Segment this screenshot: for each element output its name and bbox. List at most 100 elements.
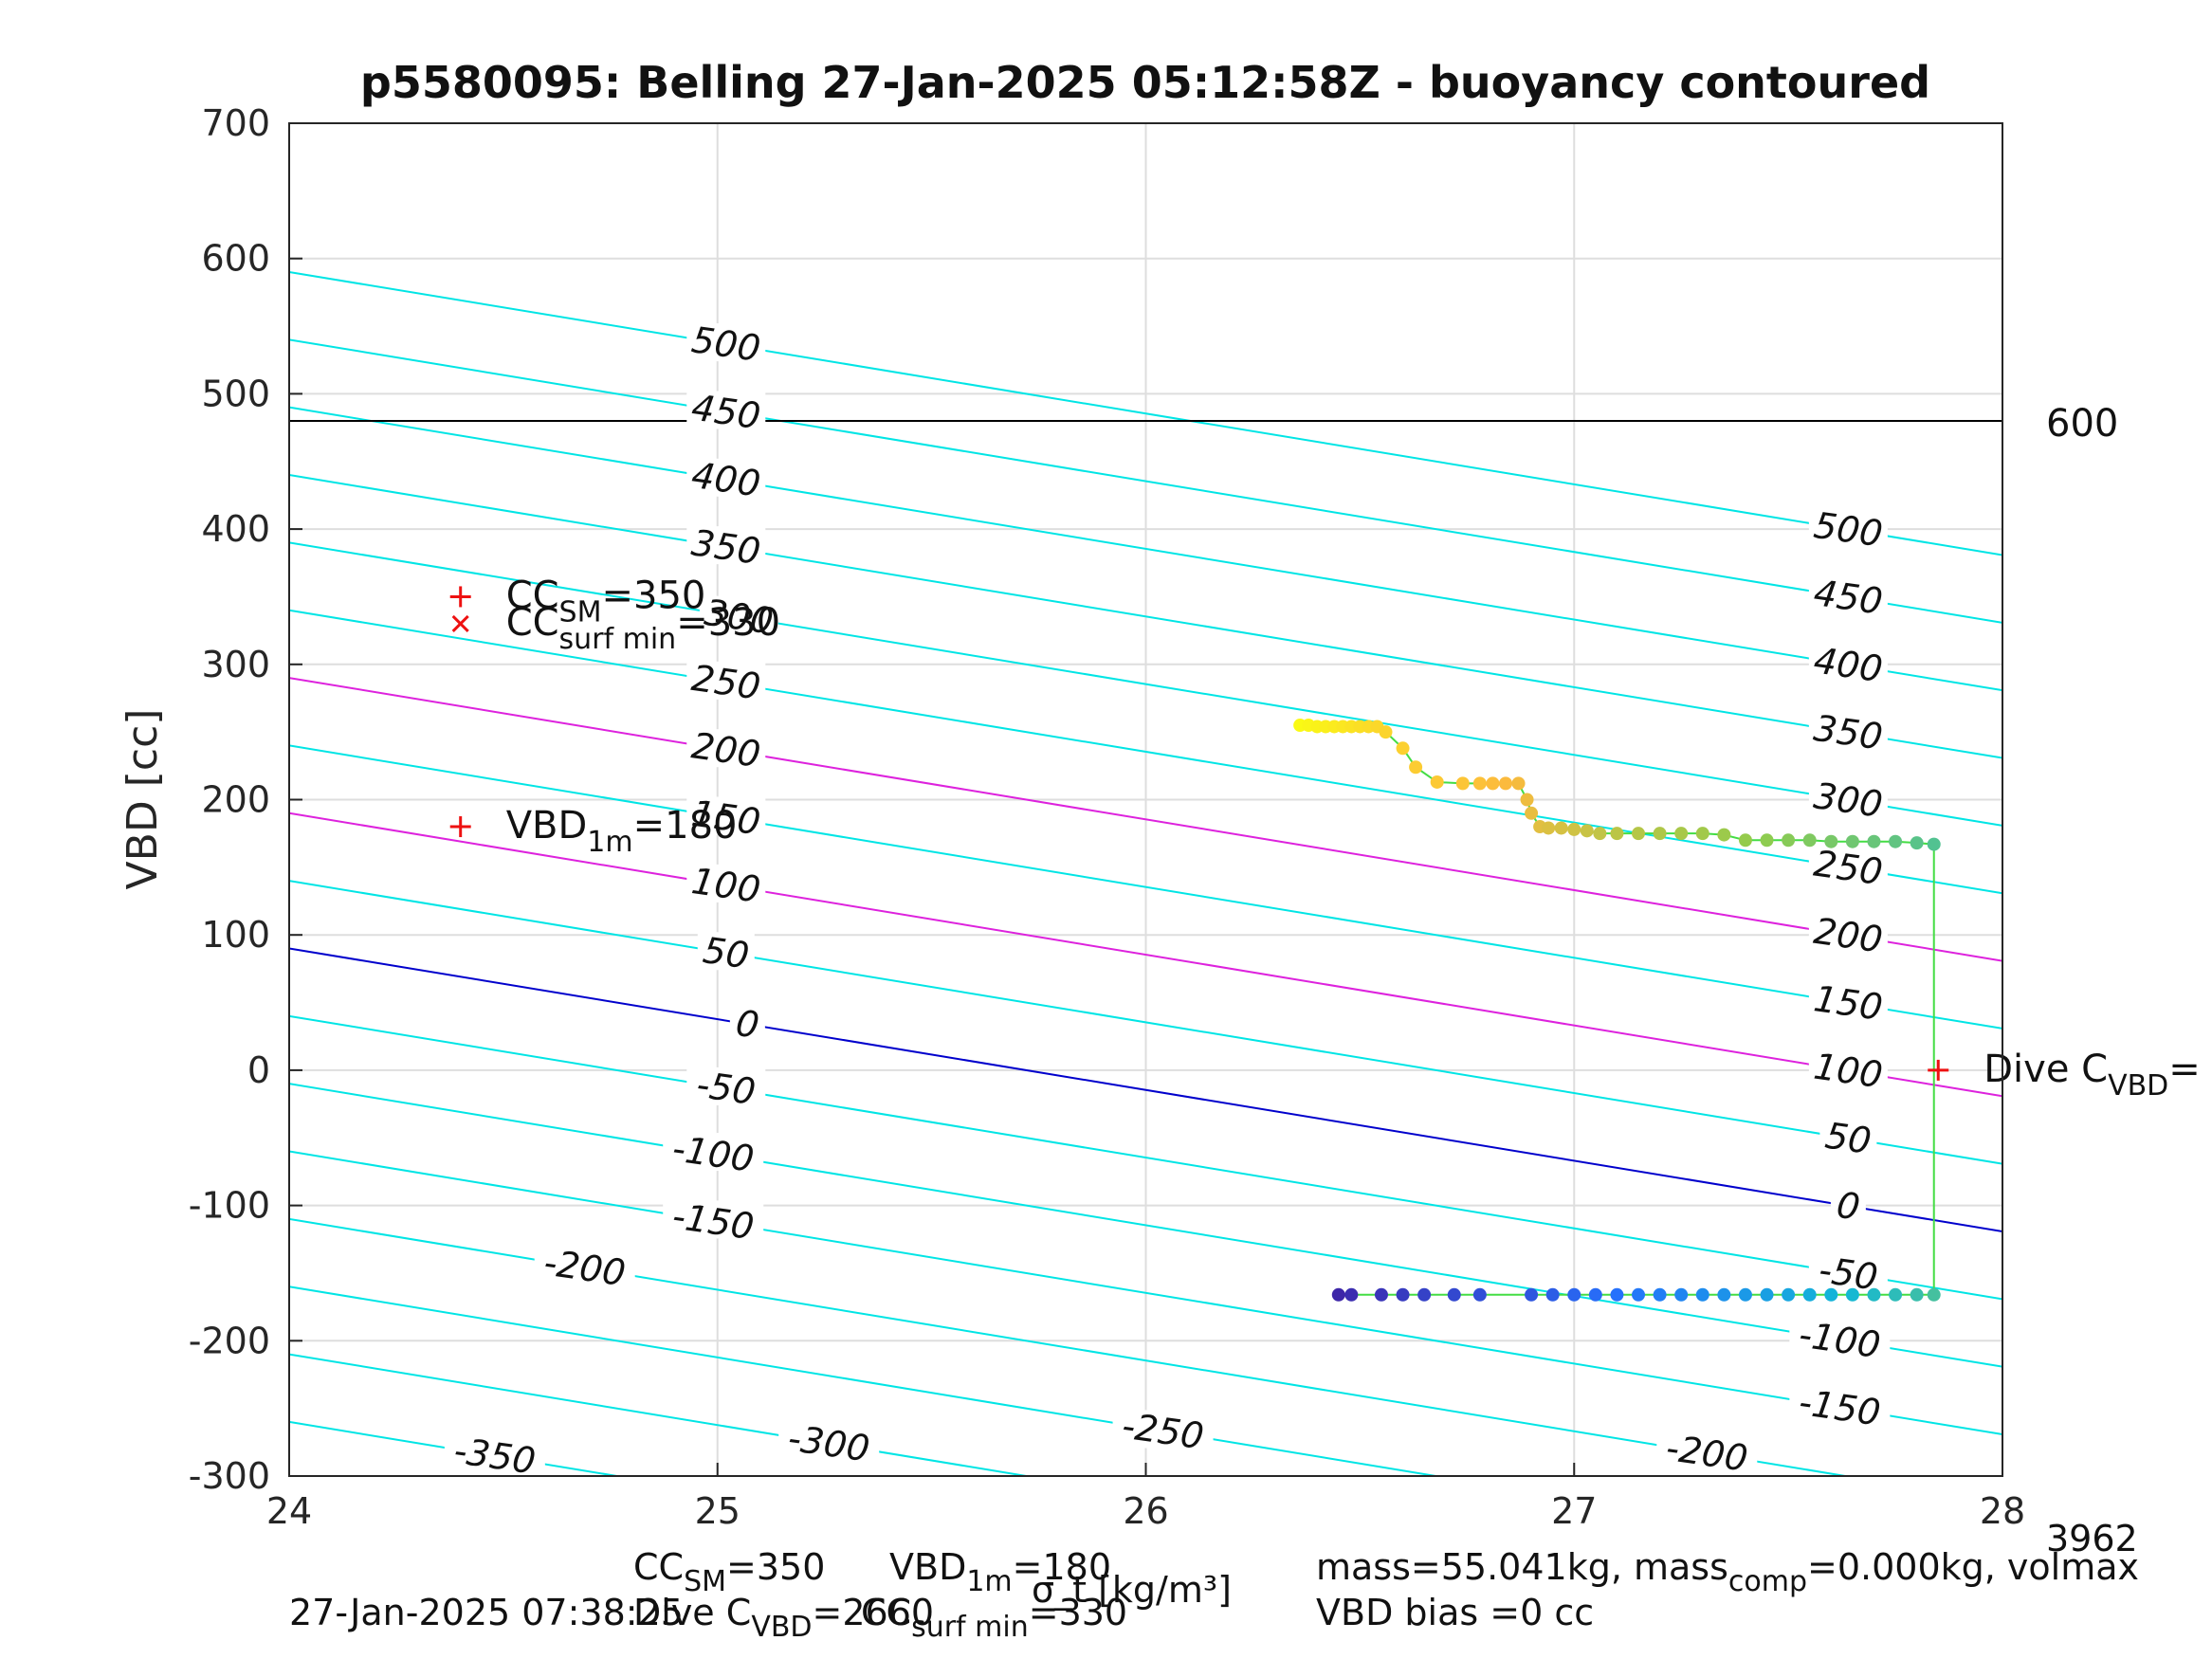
footer-mass: mass=55.041kg, masscomp=0.000kg, volmax	[1316, 1546, 2139, 1598]
marker-label: VBD1m=180	[506, 804, 738, 859]
climb-point	[1472, 776, 1487, 791]
y-tick-label: 700	[201, 102, 270, 144]
volmax-label: 600	[2046, 402, 2118, 446]
dive-point	[1695, 1287, 1709, 1302]
contour-label: 400	[1811, 639, 1885, 690]
dive-point	[1331, 1287, 1345, 1302]
contour-label-bg	[663, 1200, 764, 1239]
contour-label-bg	[1808, 1049, 1888, 1088]
marker-x-b	[451, 614, 469, 633]
contour-line	[289, 677, 2002, 962]
contour-label-bg	[1830, 1185, 1866, 1224]
dive-point	[1738, 1287, 1752, 1302]
climb-point	[1455, 776, 1470, 791]
contour-label-bg	[686, 391, 766, 429]
contour-label: 50	[701, 929, 752, 976]
dive-point	[1760, 1287, 1774, 1302]
contour-label: 450	[1811, 572, 1885, 623]
contour-label-bg	[778, 1422, 880, 1461]
contour-label-bg	[686, 458, 766, 497]
x-tick-label: 25	[695, 1490, 740, 1532]
climb-point	[1653, 827, 1667, 841]
x-tick-label: 27	[1551, 1490, 1597, 1532]
contour-label-bg	[1808, 711, 1888, 750]
climb-point	[1867, 834, 1881, 848]
marker-label: CCsurf min=330	[506, 601, 780, 656]
dive-point	[1889, 1287, 1903, 1302]
climb-point	[1567, 822, 1581, 836]
contour-label: 200	[1811, 910, 1885, 961]
footer-cc-surf: CCsurf min=330	[861, 1592, 1127, 1644]
climb-point	[1824, 834, 1838, 848]
contour-label: 250	[1811, 843, 1885, 894]
dive-point	[1588, 1287, 1602, 1302]
climb-point	[1379, 725, 1393, 739]
climb-point	[1695, 827, 1709, 841]
contour-line	[289, 1150, 2002, 1436]
contour-label-bg	[1808, 508, 1888, 547]
climb-point	[1486, 776, 1500, 791]
contour-label: 450	[689, 387, 763, 438]
y-tick-label: 100	[201, 914, 270, 956]
contour-label-bg	[1808, 982, 1888, 1021]
dive-point	[1927, 1287, 1941, 1302]
contour-line	[289, 1014, 2002, 1301]
contour-line	[289, 406, 2002, 692]
contour-line	[289, 811, 2002, 1098]
dive-profile	[1293, 719, 1941, 1302]
contour-label: 200	[689, 724, 763, 775]
x-tick-label: 28	[1980, 1490, 2025, 1532]
contour-label-bg	[729, 1003, 765, 1042]
contour-line	[289, 338, 2002, 624]
y-tick-label: -200	[189, 1320, 270, 1361]
contour-label-bg	[697, 932, 755, 971]
dive-point	[1653, 1287, 1667, 1302]
contour-line	[289, 541, 2002, 827]
climb-point	[1511, 776, 1526, 791]
contour-label-bg	[1808, 575, 1888, 614]
y-tick-label: -100	[189, 1185, 270, 1227]
y-tick-label: 300	[201, 644, 270, 685]
dive-point	[1447, 1287, 1461, 1302]
climb-point	[1717, 828, 1731, 842]
contour-line	[289, 744, 2002, 1030]
climb-point	[1396, 741, 1410, 756]
contour-label: 100	[689, 860, 763, 911]
climb-point	[1760, 833, 1774, 848]
climb-point	[1498, 776, 1512, 791]
contour-label-bg	[686, 661, 766, 700]
climb-point	[1542, 821, 1556, 835]
contour-label-bg	[686, 796, 766, 835]
contour-label-bg	[444, 1434, 545, 1473]
contour-label-bg	[686, 729, 766, 768]
dive-point	[1525, 1287, 1539, 1302]
dive-point	[1567, 1287, 1581, 1302]
grid	[289, 123, 2002, 1476]
y-tick-label: 200	[201, 779, 270, 821]
contour-label: 300	[1811, 775, 1885, 826]
climb-point	[1782, 833, 1796, 848]
contour-label-bg	[1808, 914, 1888, 953]
contour-line	[289, 947, 2002, 1232]
contour-label-bg	[699, 595, 778, 634]
y-tick-label: -300	[189, 1455, 270, 1497]
contour-label-bg	[1808, 779, 1888, 818]
climb-point	[1674, 827, 1689, 841]
chart-title: p5580095: Belling 27-Jan-2025 05:12:58Z …	[360, 57, 1930, 108]
dive-point	[1782, 1287, 1796, 1302]
contour-label-bg	[534, 1247, 635, 1285]
dive-point	[1910, 1287, 1924, 1302]
volmax-line: 600	[289, 402, 2118, 446]
dive-point	[1610, 1287, 1624, 1302]
climb-point	[1889, 834, 1903, 848]
contour-line	[289, 609, 2002, 895]
axis-ticks: 24 25 26 27 28 -300 -200 -100 0 100 200 300 400 500 60…	[189, 102, 2025, 1532]
dive-point	[1717, 1287, 1731, 1302]
y-tick-label: 500	[201, 373, 270, 414]
contour-label: 50	[1822, 1115, 1874, 1162]
contour-label-bg	[663, 1133, 764, 1172]
contour-label-bg	[686, 1066, 766, 1105]
contour-label-bg	[1808, 1252, 1888, 1291]
climb-point	[1593, 827, 1607, 841]
